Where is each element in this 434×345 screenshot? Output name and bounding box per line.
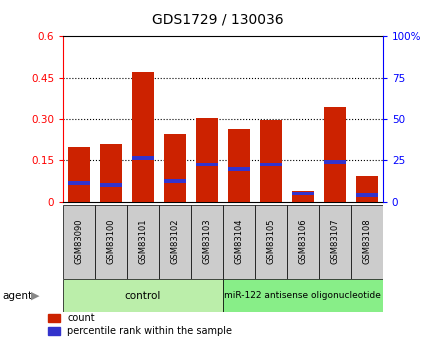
Bar (291, 191, 313, 202)
Text: GSM83090: GSM83090 (74, 218, 83, 264)
Bar (286, 205, 318, 279)
Text: miR-122 antisense oligonucleotide: miR-122 antisense oligonucleotide (224, 291, 381, 300)
Bar (222, 205, 254, 279)
Bar (164, 134, 186, 202)
Bar (318, 205, 350, 279)
Bar (132, 156, 154, 160)
Bar (132, 72, 154, 202)
Text: GSM83103: GSM83103 (202, 218, 211, 264)
Text: GSM83104: GSM83104 (234, 218, 243, 264)
Text: GSM83106: GSM83106 (298, 218, 307, 264)
Bar (191, 205, 223, 279)
Bar (100, 183, 122, 187)
Bar (254, 205, 286, 279)
Bar (222, 279, 382, 312)
Bar (323, 107, 345, 202)
Text: GSM83100: GSM83100 (106, 218, 115, 264)
Bar (127, 205, 159, 279)
Text: GSM83102: GSM83102 (170, 218, 179, 264)
Text: GSM83107: GSM83107 (329, 218, 339, 264)
Bar (259, 120, 281, 202)
Bar (164, 179, 186, 183)
Text: agent: agent (2, 291, 32, 301)
Bar (195, 162, 217, 167)
Text: GSM83108: GSM83108 (362, 218, 371, 264)
Bar (350, 205, 382, 279)
Bar (68, 147, 90, 202)
Text: GSM83105: GSM83105 (266, 218, 275, 264)
Bar (195, 118, 217, 202)
Bar (95, 205, 127, 279)
Bar (100, 144, 122, 202)
Bar (227, 129, 250, 202)
Bar (355, 193, 377, 197)
Bar (63, 205, 95, 279)
Text: GSM83101: GSM83101 (138, 218, 147, 264)
Bar (63, 279, 223, 312)
Text: ▶: ▶ (31, 291, 40, 301)
Bar (227, 167, 250, 171)
Bar (159, 205, 191, 279)
Bar (291, 191, 313, 196)
Legend: count, percentile rank within the sample: count, percentile rank within the sample (44, 309, 236, 340)
Bar (355, 176, 377, 202)
Bar (323, 160, 345, 164)
Text: control: control (125, 291, 161, 301)
Bar (259, 162, 281, 167)
Text: GDS1729 / 130036: GDS1729 / 130036 (151, 12, 283, 26)
Bar (68, 181, 90, 185)
